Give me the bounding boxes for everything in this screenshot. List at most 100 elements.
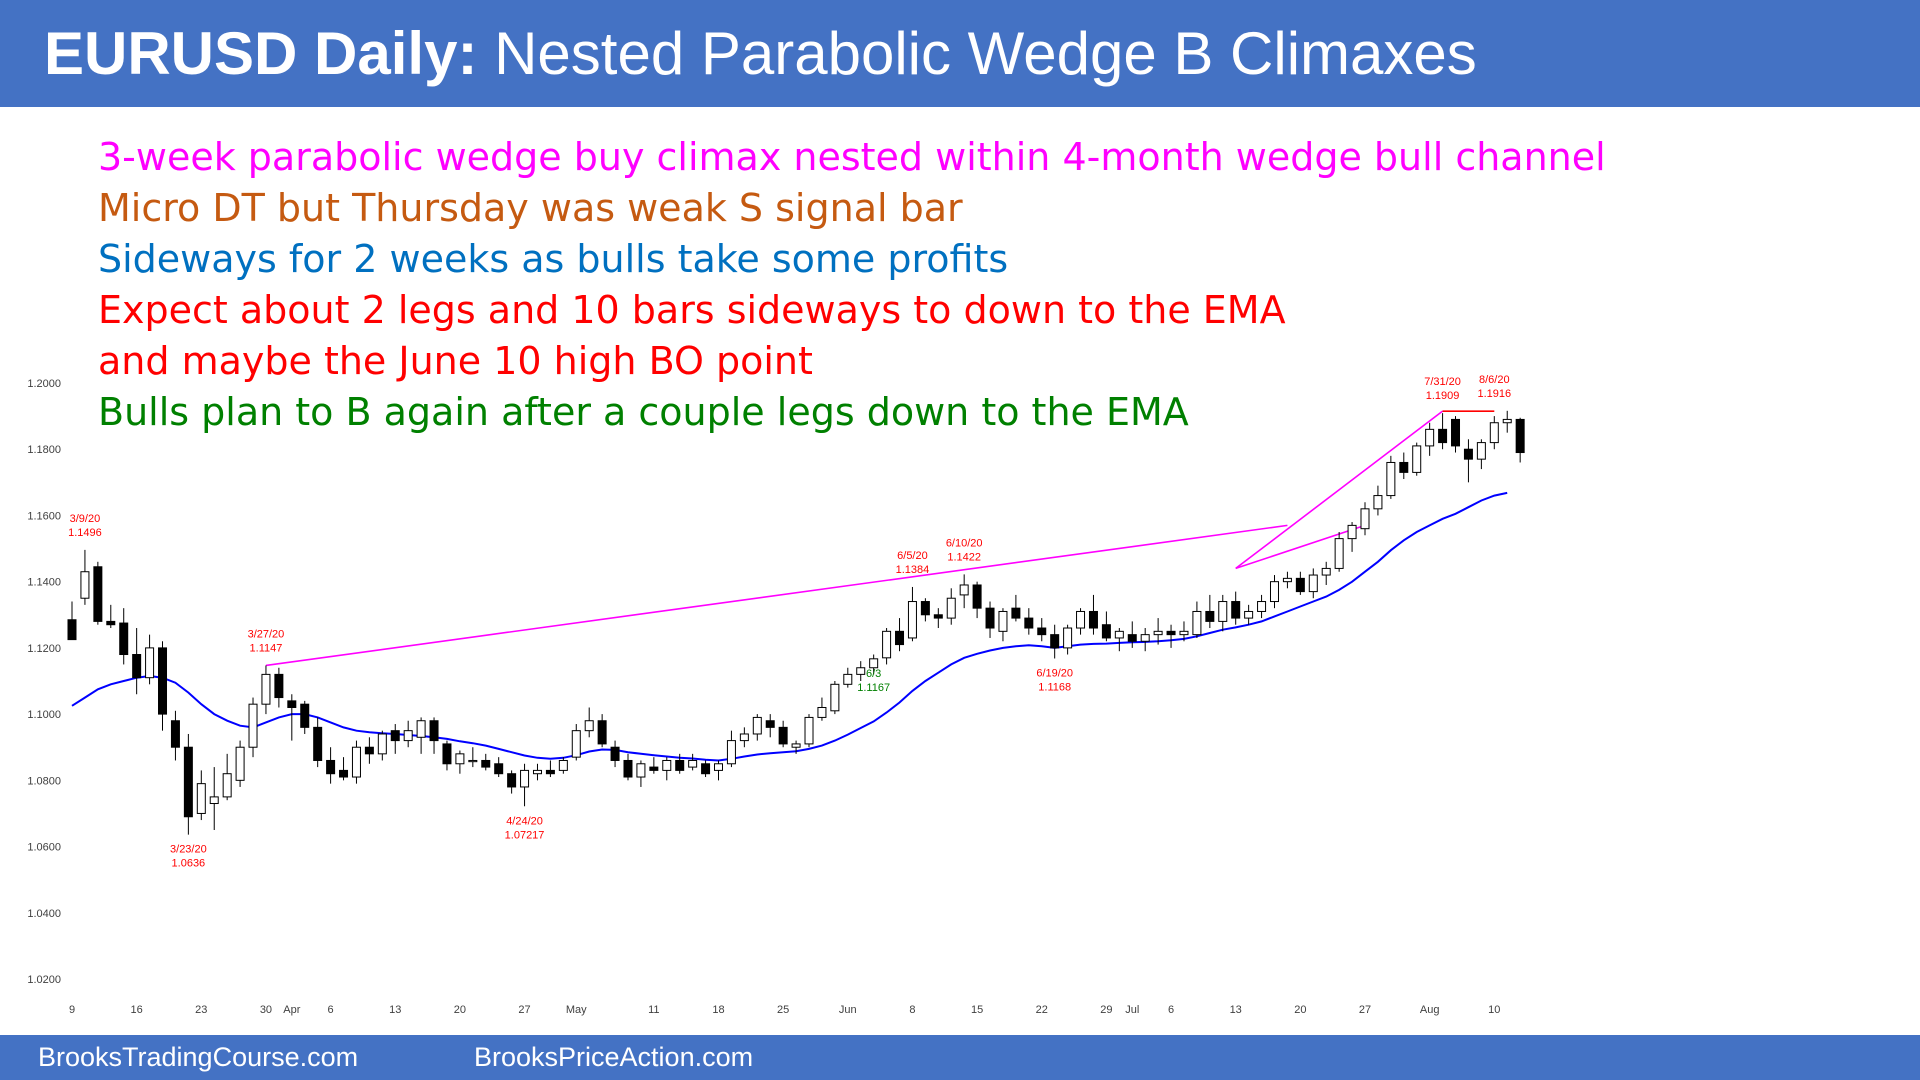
- candle-body: [843, 673, 853, 685]
- y-tick-label: 1.0600: [27, 842, 61, 854]
- candle-body: [106, 620, 116, 626]
- annotation-price: 1.1167: [857, 682, 890, 694]
- y-tick-label: 1.0400: [27, 908, 61, 920]
- candle-body: [1244, 610, 1254, 619]
- x-tick-label: 30: [260, 1004, 272, 1016]
- candle-body: [714, 763, 723, 771]
- candle-body: [209, 796, 219, 805]
- candle-body: [67, 619, 77, 641]
- candle-body: [1101, 624, 1111, 639]
- candle-body: [80, 571, 90, 599]
- footer-bar: BrooksTradingCourse.com BrooksPriceActio…: [0, 1035, 1920, 1080]
- annotation-date: 6/5/20: [897, 550, 928, 562]
- candle-body: [1269, 581, 1279, 603]
- candle-body: [1153, 630, 1163, 636]
- candle-body: [882, 630, 892, 659]
- candle-body: [1386, 461, 1396, 497]
- trendline: [1235, 410, 1444, 570]
- x-tick-label: 23: [195, 1004, 207, 1016]
- annotation-date: 3/27/20: [248, 628, 285, 640]
- x-tick-label: 10: [1488, 1004, 1500, 1016]
- candle-body: [183, 746, 193, 818]
- y-tick-label: 1.2000: [27, 378, 61, 390]
- candle-body: [688, 759, 698, 768]
- page-title: EURUSD Daily: Nested Parabolic Wedge B C…: [44, 18, 1477, 90]
- candle-body: [1399, 461, 1409, 473]
- annotation-date: 7/31/20: [1424, 376, 1461, 388]
- annotation-date: 6/10/20: [946, 537, 983, 549]
- candle-body: [1347, 524, 1357, 540]
- candle-body: [1425, 428, 1435, 447]
- candle-body: [675, 759, 685, 771]
- x-tick-label: 29: [1100, 1004, 1112, 1016]
- candle-body: [351, 746, 361, 778]
- candle-body: [1231, 601, 1241, 619]
- candle-body: [920, 601, 930, 616]
- x-tick-label: 27: [518, 1004, 530, 1016]
- y-tick-label: 1.1000: [27, 709, 61, 721]
- candle-body: [1024, 617, 1034, 629]
- candle-body: [701, 763, 711, 775]
- candle-body: [300, 703, 310, 728]
- annotation-price: 1.0636: [172, 858, 206, 870]
- title-bold: EURUSD Daily:: [44, 20, 478, 87]
- x-tick-label: 25: [777, 1004, 789, 1016]
- candle-body: [558, 759, 568, 771]
- candle-body: [1037, 627, 1047, 636]
- annotation-price: 1.1384: [896, 564, 930, 576]
- candle-body: [1438, 428, 1448, 444]
- candle-body: [1282, 577, 1292, 583]
- candle-body: [222, 773, 232, 798]
- x-tick-label: 27: [1359, 1004, 1371, 1016]
- candle-body: [170, 720, 180, 748]
- note-6: Bulls plan to B again after a couple leg…: [98, 390, 1189, 434]
- annotation-price: 1.1168: [1038, 681, 1071, 693]
- candle-body: [869, 658, 879, 669]
- candle-body: [403, 730, 413, 742]
- x-tick-label: Jun: [839, 1004, 857, 1016]
- x-tick-label: 13: [389, 1004, 401, 1016]
- candle-body: [545, 769, 555, 775]
- candle-body: [972, 584, 982, 609]
- candle-body: [248, 703, 258, 748]
- annotation-price: 1.07217: [505, 829, 545, 841]
- annotation-date: 6/3: [866, 668, 881, 680]
- trendline: [1235, 524, 1366, 570]
- candle-body: [1463, 448, 1473, 460]
- candle-body: [610, 746, 620, 761]
- footer-link-brookspriceaction[interactable]: BrooksPriceAction.com: [474, 1042, 754, 1072]
- candle-body: [1166, 630, 1176, 636]
- candle-body: [1451, 418, 1461, 447]
- candle-body: [804, 716, 814, 745]
- candle-body: [1295, 577, 1305, 593]
- candle-body: [1140, 634, 1150, 642]
- x-tick-label: 20: [454, 1004, 466, 1016]
- candle-body: [946, 597, 956, 619]
- candle-body: [274, 673, 284, 699]
- annotation-date: 3/9/20: [70, 513, 101, 525]
- x-tick-label: 13: [1230, 1004, 1242, 1016]
- candle-body: [933, 614, 943, 619]
- candle-body: [93, 566, 103, 622]
- candle-body: [1088, 610, 1098, 629]
- y-tick-label: 1.1200: [27, 643, 61, 655]
- candle-body: [778, 726, 788, 745]
- ema-line: [71, 491, 1508, 762]
- candle-body: [765, 720, 775, 728]
- x-tick-label: 8: [909, 1004, 915, 1016]
- annotation-date: 3/23/20: [170, 844, 207, 856]
- candle-body: [1489, 422, 1499, 444]
- title-rest: Nested Parabolic Wedge B Climaxes: [477, 20, 1477, 87]
- candle-body: [1063, 627, 1073, 649]
- annotation-date: 6/19/20: [1036, 667, 1073, 679]
- footer-link-brookstradingcourse[interactable]: BrooksTradingCourse.com: [38, 1042, 359, 1072]
- y-tick-label: 1.0200: [27, 974, 61, 986]
- x-tick-label: 9: [69, 1004, 75, 1016]
- candle-body: [817, 706, 827, 718]
- candle-body: [235, 746, 245, 781]
- candle-body: [830, 683, 840, 712]
- candle-body: [494, 763, 504, 775]
- candle-body: [584, 720, 594, 732]
- candle-body: [1321, 567, 1331, 576]
- x-tick-label: Jul: [1125, 1004, 1139, 1016]
